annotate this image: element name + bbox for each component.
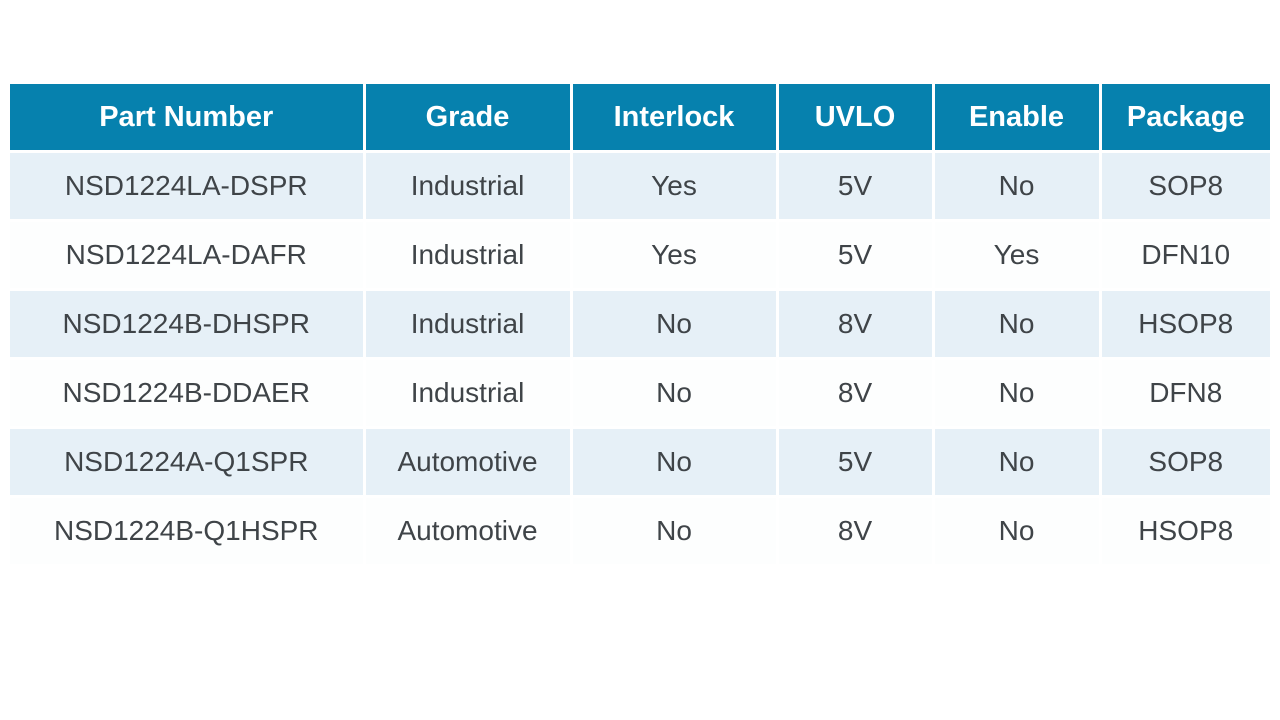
column-header-grade: Grade	[364, 84, 573, 153]
cell-enable: No	[933, 358, 1102, 429]
cell-enable: No	[933, 427, 1102, 498]
cell-part-number: NSD1224A-Q1SPR	[10, 427, 366, 498]
cell-part-number: NSD1224B-Q1HSPR	[10, 496, 366, 564]
column-header-uvlo: UVLO	[777, 84, 935, 153]
table-row: NSD1224B-DDAER Industrial No 8V No DFN8	[10, 358, 1270, 429]
cell-enable: No	[933, 496, 1102, 564]
table-row: NSD1224LA-DSPR Industrial Yes 5V No SOP8	[10, 151, 1270, 222]
column-header-part-number: Part Number	[10, 84, 366, 153]
cell-uvlo: 8V	[777, 358, 935, 429]
cell-enable: No	[933, 151, 1102, 222]
cell-grade: Industrial	[364, 358, 573, 429]
cell-grade: Industrial	[364, 220, 573, 291]
cell-package: DFN8	[1100, 358, 1270, 429]
cell-interlock: No	[571, 427, 779, 498]
cell-grade: Automotive	[364, 427, 573, 498]
cell-uvlo: 8V	[777, 289, 935, 360]
cell-uvlo: 5V	[777, 220, 935, 291]
cell-package: HSOP8	[1100, 496, 1270, 564]
cell-enable: Yes	[933, 220, 1102, 291]
cell-interlock: No	[571, 358, 779, 429]
table-body: NSD1224LA-DSPR Industrial Yes 5V No SOP8…	[10, 151, 1270, 564]
cell-uvlo: 5V	[777, 151, 935, 222]
cell-interlock: Yes	[571, 151, 779, 222]
table-row: NSD1224LA-DAFR Industrial Yes 5V Yes DFN…	[10, 220, 1270, 291]
cell-uvlo: 5V	[777, 427, 935, 498]
cell-part-number: NSD1224B-DDAER	[10, 358, 366, 429]
cell-package: DFN10	[1100, 220, 1270, 291]
cell-package: SOP8	[1100, 427, 1270, 498]
cell-part-number: NSD1224LA-DAFR	[10, 220, 366, 291]
cell-interlock: Yes	[571, 220, 779, 291]
cell-interlock: No	[571, 289, 779, 360]
cell-enable: No	[933, 289, 1102, 360]
part-number-table: Part Number Grade Interlock UVLO Enable …	[10, 84, 1270, 564]
cell-grade: Industrial	[364, 151, 573, 222]
column-header-package: Package	[1100, 84, 1270, 153]
cell-grade: Automotive	[364, 496, 573, 564]
column-header-enable: Enable	[933, 84, 1102, 153]
table-header-row: Part Number Grade Interlock UVLO Enable …	[10, 84, 1270, 153]
table-row: NSD1224A-Q1SPR Automotive No 5V No SOP8	[10, 427, 1270, 498]
column-header-interlock: Interlock	[571, 84, 779, 153]
cell-package: SOP8	[1100, 151, 1270, 222]
cell-part-number: NSD1224B-DHSPR	[10, 289, 366, 360]
cell-grade: Industrial	[364, 289, 573, 360]
cell-interlock: No	[571, 496, 779, 564]
table-row: NSD1224B-Q1HSPR Automotive No 8V No HSOP…	[10, 496, 1270, 564]
cell-uvlo: 8V	[777, 496, 935, 564]
cell-part-number: NSD1224LA-DSPR	[10, 151, 366, 222]
cell-package: HSOP8	[1100, 289, 1270, 360]
table-row: NSD1224B-DHSPR Industrial No 8V No HSOP8	[10, 289, 1270, 360]
